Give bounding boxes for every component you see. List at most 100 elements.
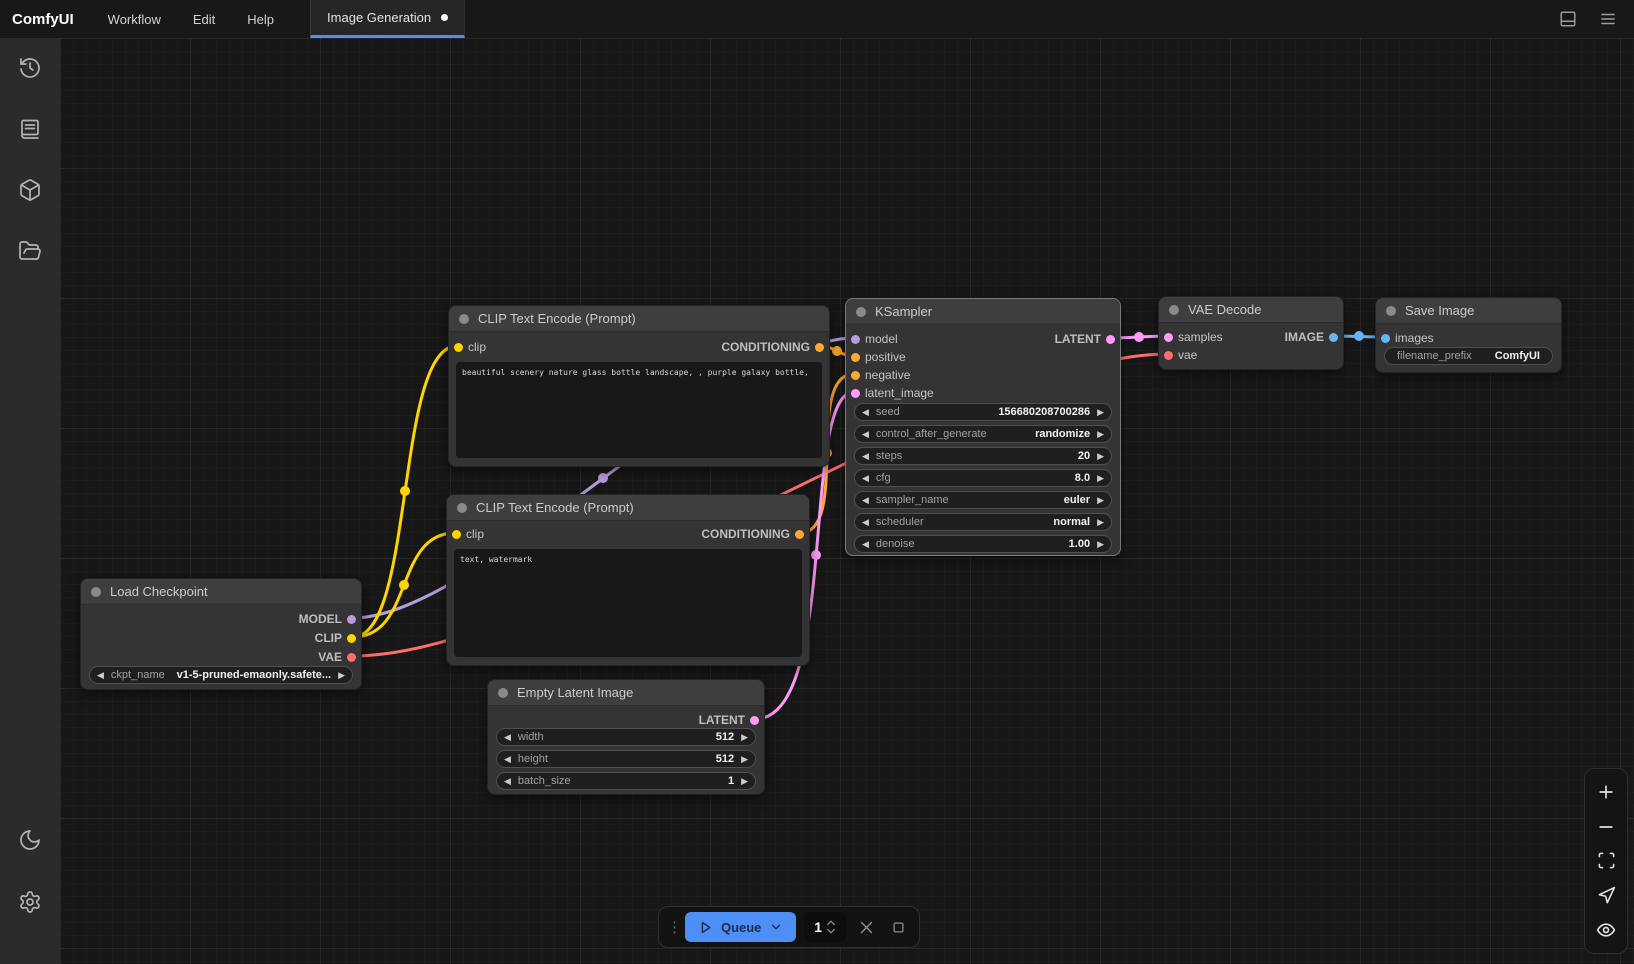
prev-arrow-icon[interactable]: ◀: [862, 538, 869, 549]
sidebar-button-model-library[interactable]: [10, 170, 50, 210]
node-header[interactable]: KSampler: [846, 299, 1120, 325]
node-header[interactable]: Empty Latent Image: [488, 680, 764, 706]
next-arrow-icon[interactable]: ▶: [1097, 450, 1104, 461]
node-clip-text-encode-negative[interactable]: CLIP Text Encode (Prompt) clip CONDITION…: [446, 494, 810, 666]
widget-sampler-name[interactable]: ◀ sampler_name euler ▶: [854, 491, 1112, 509]
drag-handle-icon[interactable]: ⋮: [667, 919, 682, 936]
widget-cfg[interactable]: ◀ cfg 8.0 ▶: [854, 469, 1112, 487]
input-port-positive[interactable]: [851, 352, 860, 362]
batch-count-stepper[interactable]: 1: [804, 912, 846, 942]
output-port-image[interactable]: [1329, 332, 1338, 342]
input-port-model[interactable]: [851, 334, 860, 344]
output-port-clip[interactable]: [347, 633, 356, 643]
collapse-dot-icon[interactable]: [91, 586, 101, 597]
prompt-textarea[interactable]: text, watermark: [454, 549, 802, 657]
output-port-conditioning[interactable]: [795, 529, 804, 539]
next-arrow-icon[interactable]: ▶: [741, 753, 748, 764]
hamburger-menu-icon[interactable]: [1598, 9, 1618, 29]
prev-arrow-icon[interactable]: ◀: [862, 494, 869, 505]
prev-arrow-icon[interactable]: ◀: [862, 428, 869, 439]
menu-help[interactable]: Help: [247, 11, 275, 27]
prev-arrow-icon[interactable]: ◀: [862, 516, 869, 527]
input-port-vae[interactable]: [1164, 350, 1173, 360]
node-header[interactable]: CLIP Text Encode (Prompt): [447, 495, 809, 521]
prev-arrow-icon[interactable]: ◀: [862, 450, 869, 461]
collapse-dot-icon[interactable]: [498, 687, 508, 698]
widget-width[interactable]: ◀ width 512 ▶: [496, 728, 756, 746]
node-load-checkpoint[interactable]: Load Checkpoint MODEL CLIP VAE ◀ ckpt_na…: [80, 578, 362, 690]
widget-value: 8.0: [1074, 472, 1091, 484]
collapse-dot-icon[interactable]: [856, 306, 866, 317]
output-port-vae[interactable]: [347, 652, 356, 662]
toggle-link-visibility-icon[interactable]: [1593, 917, 1619, 943]
collapse-dot-icon[interactable]: [457, 502, 467, 513]
node-empty-latent-image[interactable]: Empty Latent Image LATENT ◀ width 512 ▶ …: [487, 679, 765, 795]
next-arrow-icon[interactable]: ▶: [338, 669, 345, 680]
widget-filename-prefix[interactable]: filename_prefix ComfyUI: [1384, 347, 1553, 365]
output-port-latent[interactable]: [1106, 334, 1115, 344]
clear-queue-icon[interactable]: [854, 914, 879, 940]
menu-edit[interactable]: Edit: [192, 11, 216, 27]
sidebar-button-node-library[interactable]: [10, 109, 50, 149]
output-port-model[interactable]: [347, 614, 356, 624]
zoom-in-icon[interactable]: [1593, 779, 1619, 805]
prev-arrow-icon[interactable]: ◀: [504, 753, 511, 764]
node-header[interactable]: VAE Decode: [1159, 297, 1343, 323]
widget-batch-size[interactable]: ◀ batch_size 1 ▶: [496, 772, 756, 790]
widget-denoise[interactable]: ◀ denoise 1.00 ▶: [854, 535, 1112, 553]
prev-arrow-icon[interactable]: ◀: [862, 406, 869, 417]
step-down-icon[interactable]: [826, 928, 836, 935]
input-port-samples[interactable]: [1164, 332, 1173, 342]
workflow-tab[interactable]: Image Generation: [310, 0, 466, 38]
next-arrow-icon[interactable]: ▶: [741, 731, 748, 742]
next-arrow-icon[interactable]: ▶: [1097, 516, 1104, 527]
sidebar-button-workflows[interactable]: [10, 231, 50, 271]
node-save-image[interactable]: Save Image images filename_prefix ComfyU…: [1375, 297, 1562, 373]
node-header[interactable]: Load Checkpoint: [81, 579, 361, 605]
input-port-latent-image[interactable]: [851, 388, 860, 398]
prev-arrow-icon[interactable]: ◀: [504, 775, 511, 786]
sidebar-button-theme[interactable]: [10, 820, 50, 860]
step-up-icon[interactable]: [826, 919, 836, 926]
collapse-dot-icon[interactable]: [1386, 305, 1396, 316]
output-port-conditioning[interactable]: [815, 342, 824, 352]
prev-arrow-icon[interactable]: ◀: [862, 472, 869, 483]
collapse-dot-icon[interactable]: [1169, 304, 1179, 315]
widget-ckpt-name[interactable]: ◀ ckpt_name v1-5-pruned-emaonly.safete..…: [89, 666, 353, 684]
next-arrow-icon[interactable]: ▶: [1097, 538, 1104, 549]
stop-queue-icon[interactable]: [886, 914, 911, 940]
next-arrow-icon[interactable]: ▶: [741, 775, 748, 786]
node-clip-text-encode-positive[interactable]: CLIP Text Encode (Prompt) clip CONDITION…: [448, 305, 830, 467]
fit-view-icon[interactable]: [1593, 848, 1619, 874]
widget-seed[interactable]: ◀ seed 156680208700286 ▶: [854, 403, 1112, 421]
menu-workflow[interactable]: Workflow: [107, 11, 161, 27]
slot-label: LATENT: [1054, 332, 1101, 346]
node-ksampler[interactable]: KSampler model LATENT positive negative …: [845, 298, 1121, 556]
widget-height[interactable]: ◀ height 512 ▶: [496, 750, 756, 768]
next-arrow-icon[interactable]: ▶: [1097, 494, 1104, 505]
node-header[interactable]: Save Image: [1376, 298, 1561, 324]
sidebar-button-settings[interactable]: [10, 882, 50, 922]
widget-scheduler[interactable]: ◀ scheduler normal ▶: [854, 513, 1112, 531]
zoom-out-icon[interactable]: [1593, 814, 1619, 840]
next-arrow-icon[interactable]: ▶: [1097, 428, 1104, 439]
panel-bottom-icon[interactable]: [1558, 9, 1578, 29]
output-port-latent[interactable]: [750, 715, 759, 725]
slot-label: latent_image: [865, 386, 934, 400]
queue-button[interactable]: Queue: [685, 912, 797, 942]
pan-pointer-icon[interactable]: [1593, 882, 1619, 908]
next-arrow-icon[interactable]: ▶: [1097, 472, 1104, 483]
prev-arrow-icon[interactable]: ◀: [97, 669, 104, 680]
prompt-textarea[interactable]: beautiful scenery nature glass bottle la…: [456, 362, 822, 458]
widget-control-after-generate[interactable]: ◀ control_after_generate randomize ▶: [854, 425, 1112, 443]
input-port-images[interactable]: [1381, 333, 1390, 343]
collapse-dot-icon[interactable]: [459, 313, 469, 324]
prev-arrow-icon[interactable]: ◀: [504, 731, 511, 742]
sidebar-button-history[interactable]: [10, 48, 50, 88]
next-arrow-icon[interactable]: ▶: [1097, 406, 1104, 417]
widget-steps[interactable]: ◀ steps 20 ▶: [854, 447, 1112, 465]
input-port-negative[interactable]: [851, 370, 860, 380]
node-header[interactable]: CLIP Text Encode (Prompt): [449, 306, 829, 332]
chevron-down-icon[interactable]: [769, 920, 783, 934]
node-vae-decode[interactable]: VAE Decode samples IMAGE vae: [1158, 296, 1344, 370]
